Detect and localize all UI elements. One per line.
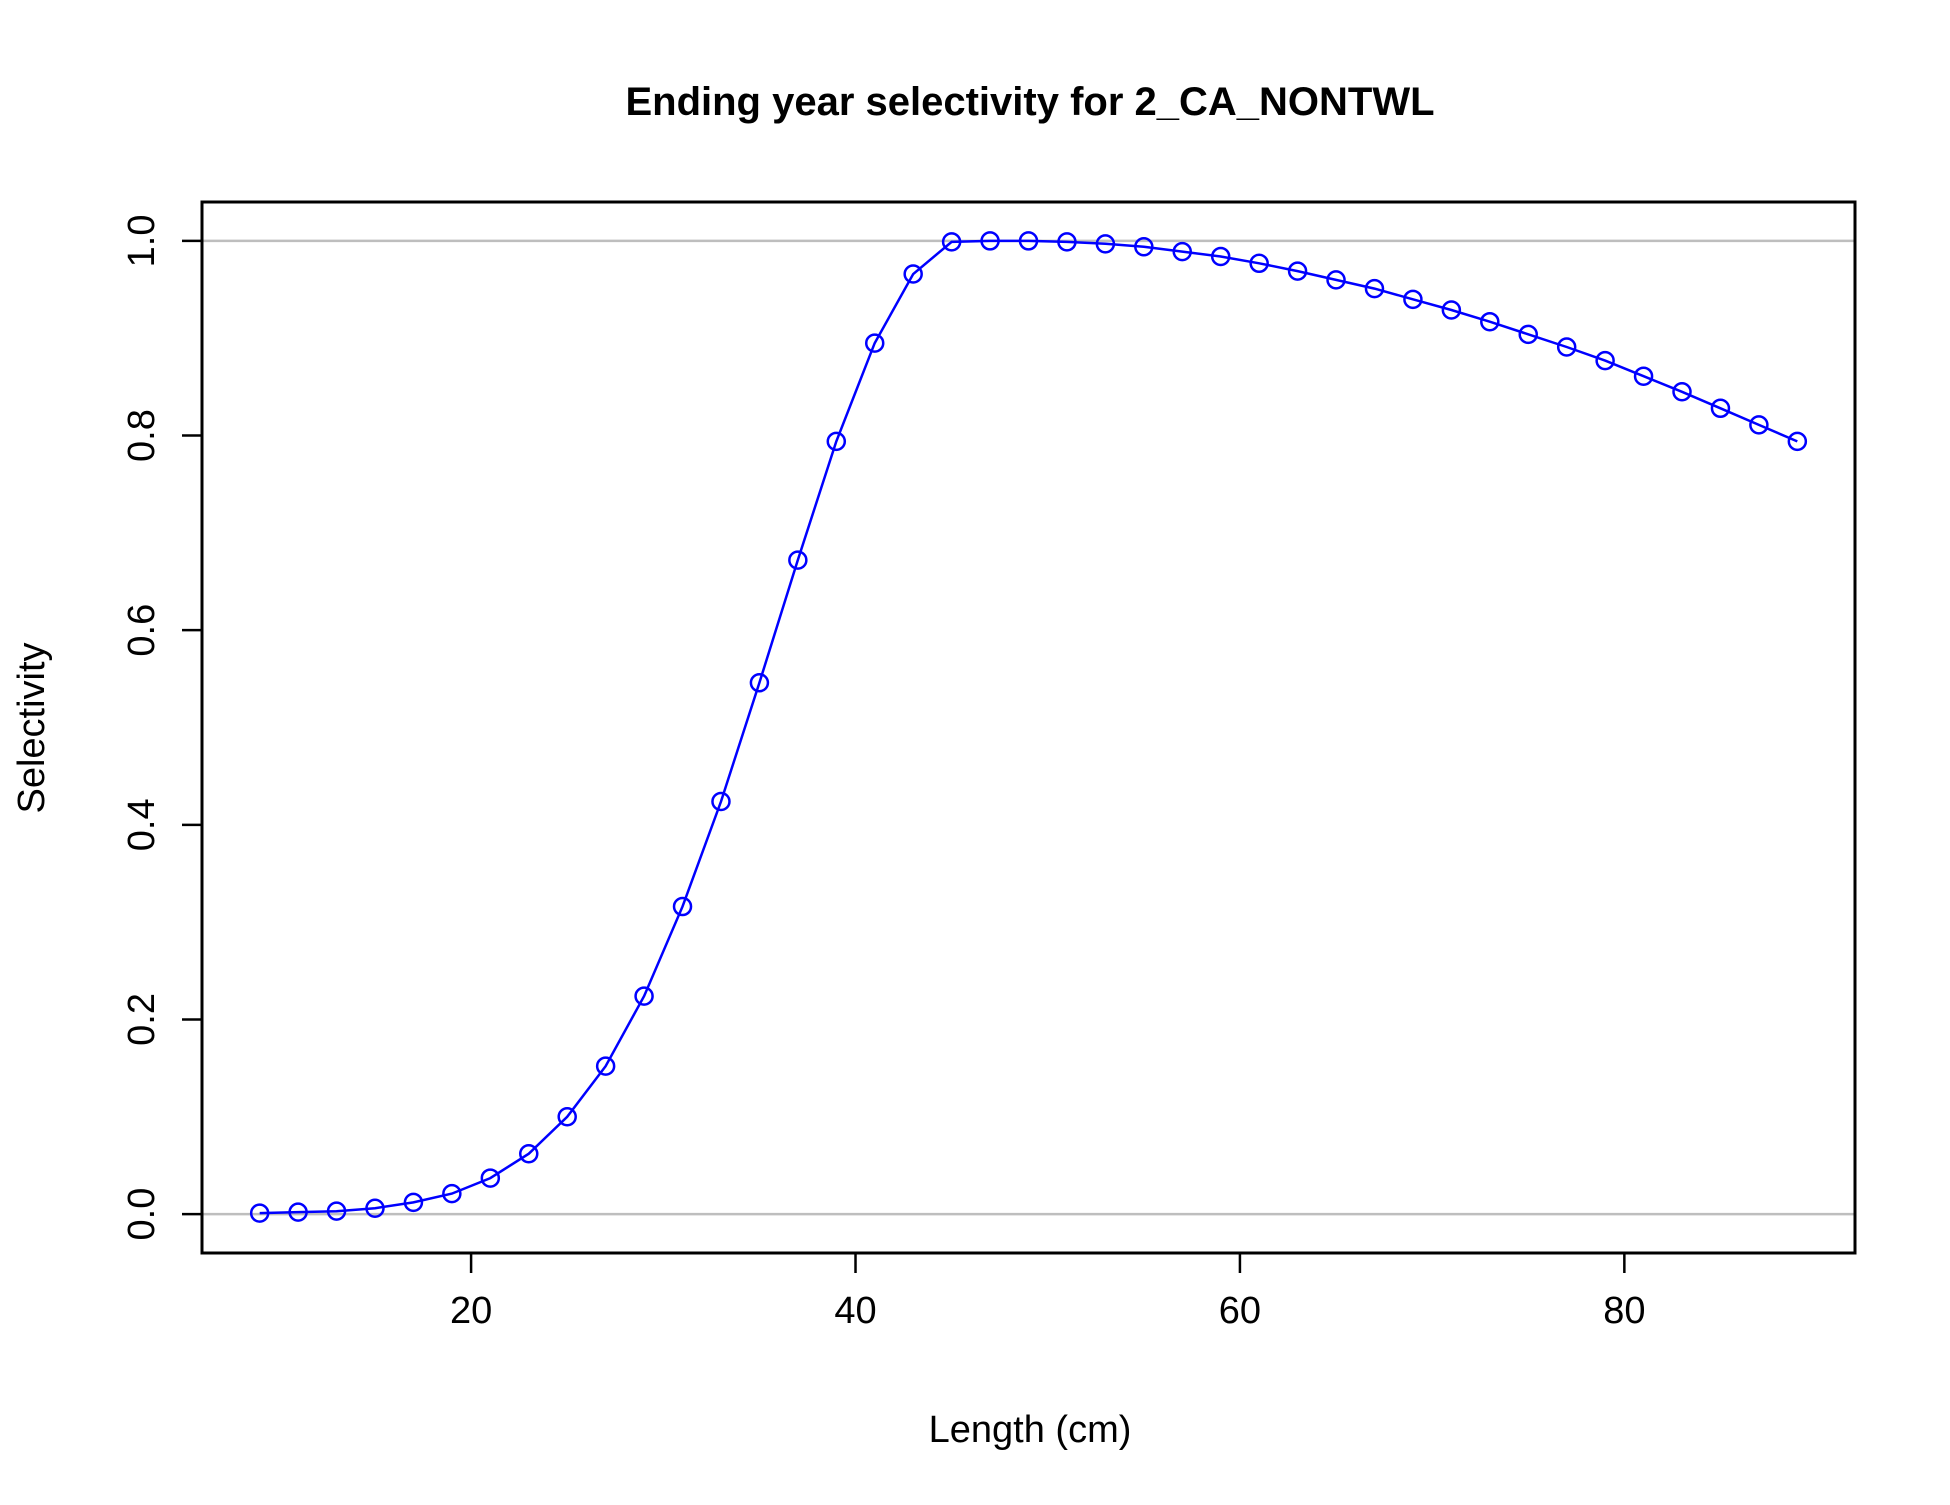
data-point <box>1749 415 1769 435</box>
data-point <box>1018 231 1039 251</box>
y-tick-label: 0.8 <box>121 409 163 462</box>
data-point <box>1787 431 1808 452</box>
data-point <box>1556 337 1577 357</box>
y-tick-label: 0.2 <box>121 993 163 1046</box>
data-point <box>1672 382 1692 402</box>
y-axis: 0.0 0.2 0.4 0.6 0.8 1.0 <box>121 215 204 1241</box>
data-point <box>1403 289 1423 310</box>
data-point <box>442 1183 462 1204</box>
data-point <box>1633 366 1654 386</box>
series-layer <box>249 231 1808 1223</box>
data-point <box>249 1203 270 1223</box>
data-point <box>365 1198 385 1218</box>
data-point <box>1134 237 1154 257</box>
data-point <box>1595 350 1615 371</box>
reference-lines <box>202 239 1855 1216</box>
x-tick-label: 20 <box>450 1290 492 1332</box>
data-point <box>788 550 808 570</box>
x-tick-label: 80 <box>1603 1290 1645 1332</box>
data-point <box>864 333 885 353</box>
data-point <box>326 1201 347 1221</box>
data-point <box>1172 241 1193 262</box>
data-point <box>980 231 1000 251</box>
data-point <box>634 986 654 1006</box>
data-point <box>480 1168 501 1188</box>
data-point <box>1057 232 1077 252</box>
y-axis-label: Selectivity <box>11 642 53 813</box>
chart-title: Ending year selectivity for 2_CA_NONTWL <box>625 80 1434 124</box>
data-point <box>595 1056 616 1076</box>
x-axis-label: Length (cm) <box>929 1409 1132 1451</box>
data-point <box>1710 398 1731 419</box>
data-point <box>672 896 693 917</box>
data-point <box>557 1107 577 1127</box>
data-point <box>1095 234 1116 254</box>
data-point <box>826 431 847 452</box>
data-point <box>1210 246 1231 267</box>
data-point <box>711 791 731 812</box>
data-point <box>1364 278 1385 299</box>
data-point <box>903 264 923 284</box>
plot-frame <box>200 200 1857 1255</box>
y-tick-label: 1.0 <box>121 215 163 268</box>
data-point <box>1518 324 1538 345</box>
data-point <box>1441 300 1462 320</box>
data-point <box>1326 270 1346 290</box>
data-point <box>288 1202 308 1222</box>
data-point <box>941 232 962 252</box>
y-tick-label: 0.4 <box>121 798 163 851</box>
y-tick-label: 0.6 <box>121 604 163 657</box>
data-point <box>403 1192 424 1213</box>
x-axis: 20 40 60 80 <box>450 1251 1645 1332</box>
data-point <box>519 1143 539 1164</box>
data-point <box>1287 261 1308 281</box>
y-tick-label: 0.0 <box>121 1188 163 1241</box>
data-point <box>1480 311 1500 332</box>
data-point <box>749 672 770 693</box>
x-tick-label: 60 <box>1219 1290 1261 1332</box>
data-point <box>1249 253 1269 274</box>
series-line <box>259 239 1798 1215</box>
x-tick-label: 40 <box>834 1290 876 1332</box>
